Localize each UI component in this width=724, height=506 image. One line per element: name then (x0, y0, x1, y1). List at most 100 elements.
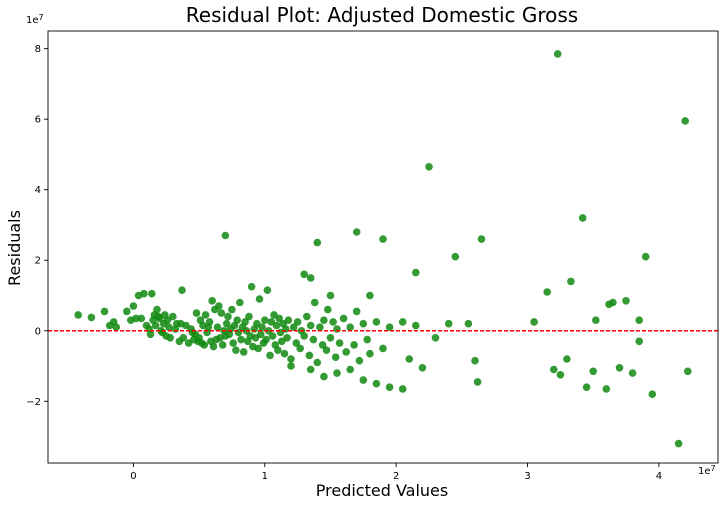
data-point (296, 344, 305, 353)
data-point (553, 50, 562, 58)
data-point (320, 372, 328, 381)
data-point (268, 332, 277, 340)
data-point (178, 286, 186, 295)
data-point (550, 365, 558, 374)
data-point (471, 356, 479, 365)
data-point (292, 339, 301, 347)
data-point (100, 307, 109, 316)
data-point (287, 362, 295, 370)
data-point (205, 318, 214, 326)
data-point (263, 286, 272, 295)
x-tick-label: 0 (130, 471, 136, 482)
data-point (681, 117, 689, 125)
data-point (359, 376, 368, 384)
data-point (641, 252, 650, 261)
data-point (213, 323, 222, 332)
data-point (350, 341, 358, 349)
x-tick-label: 3 (524, 471, 530, 482)
data-point (359, 319, 368, 328)
data-point (412, 268, 420, 277)
data-point (320, 316, 328, 325)
data-point (224, 312, 232, 321)
data-point (530, 318, 538, 326)
data-point (237, 335, 245, 344)
data-point (425, 163, 433, 171)
data-point (232, 346, 240, 355)
data-point (153, 305, 161, 314)
data-point (306, 365, 315, 374)
y-tick-label: 8 (35, 44, 41, 55)
data-point (405, 355, 414, 363)
data-point (363, 335, 372, 344)
data-point (274, 346, 282, 355)
data-point (602, 385, 611, 393)
data-point (262, 335, 270, 344)
data-point (275, 314, 284, 323)
x-tick-label: 4 (656, 471, 662, 482)
data-point (303, 312, 311, 321)
plot-frame (47, 30, 719, 464)
data-point (567, 277, 575, 286)
data-point (112, 323, 121, 332)
data-point (326, 334, 335, 342)
y-tick-label: 4 (35, 185, 41, 196)
data-point (684, 367, 692, 376)
data-point (217, 309, 226, 317)
data-point (543, 288, 551, 296)
data-point (305, 351, 314, 360)
data-point (123, 307, 131, 316)
data-point (287, 355, 295, 363)
data-point (628, 369, 637, 377)
data-point (272, 321, 281, 330)
data-point (352, 307, 361, 316)
data-point (221, 231, 230, 240)
data-point (261, 316, 269, 325)
data-point (266, 351, 274, 360)
data-point (398, 318, 407, 326)
data-point (74, 311, 82, 319)
data-point (335, 339, 344, 347)
data-point (309, 335, 318, 344)
data-point (313, 358, 322, 367)
data-point (385, 383, 394, 392)
data-point (222, 319, 231, 328)
data-point (245, 312, 253, 321)
data-point (648, 390, 657, 399)
data-point (605, 300, 613, 309)
data-point (282, 325, 290, 333)
data-point (385, 323, 394, 332)
data-point (132, 314, 140, 323)
data-point (165, 323, 173, 332)
data-point (140, 289, 148, 298)
data-point (316, 323, 324, 332)
data-point (342, 348, 351, 356)
data-point (201, 311, 210, 319)
y-tick-label: 6 (35, 115, 41, 126)
data-point (192, 309, 201, 317)
y-axis-label: Residuals (5, 210, 24, 286)
data-point (329, 318, 337, 326)
points-layer (74, 50, 692, 448)
data-point (313, 238, 322, 247)
data-point (208, 297, 216, 305)
data-point (379, 235, 387, 243)
x-axis-offset-label: 1e7 (698, 464, 716, 477)
data-point (284, 316, 293, 325)
data-point (444, 319, 453, 328)
data-point (200, 341, 209, 349)
data-point (306, 321, 315, 330)
data-point (179, 334, 188, 342)
data-point (322, 346, 331, 355)
data-point (163, 316, 172, 325)
data-point (264, 327, 273, 335)
data-point (146, 330, 155, 339)
data-point (258, 323, 266, 332)
data-point (215, 302, 223, 310)
data-point (257, 330, 265, 339)
data-point (379, 344, 387, 353)
data-point (556, 371, 565, 379)
data-point (169, 312, 177, 321)
data-point (464, 319, 473, 328)
data-point (148, 289, 156, 298)
data-point (582, 383, 591, 392)
